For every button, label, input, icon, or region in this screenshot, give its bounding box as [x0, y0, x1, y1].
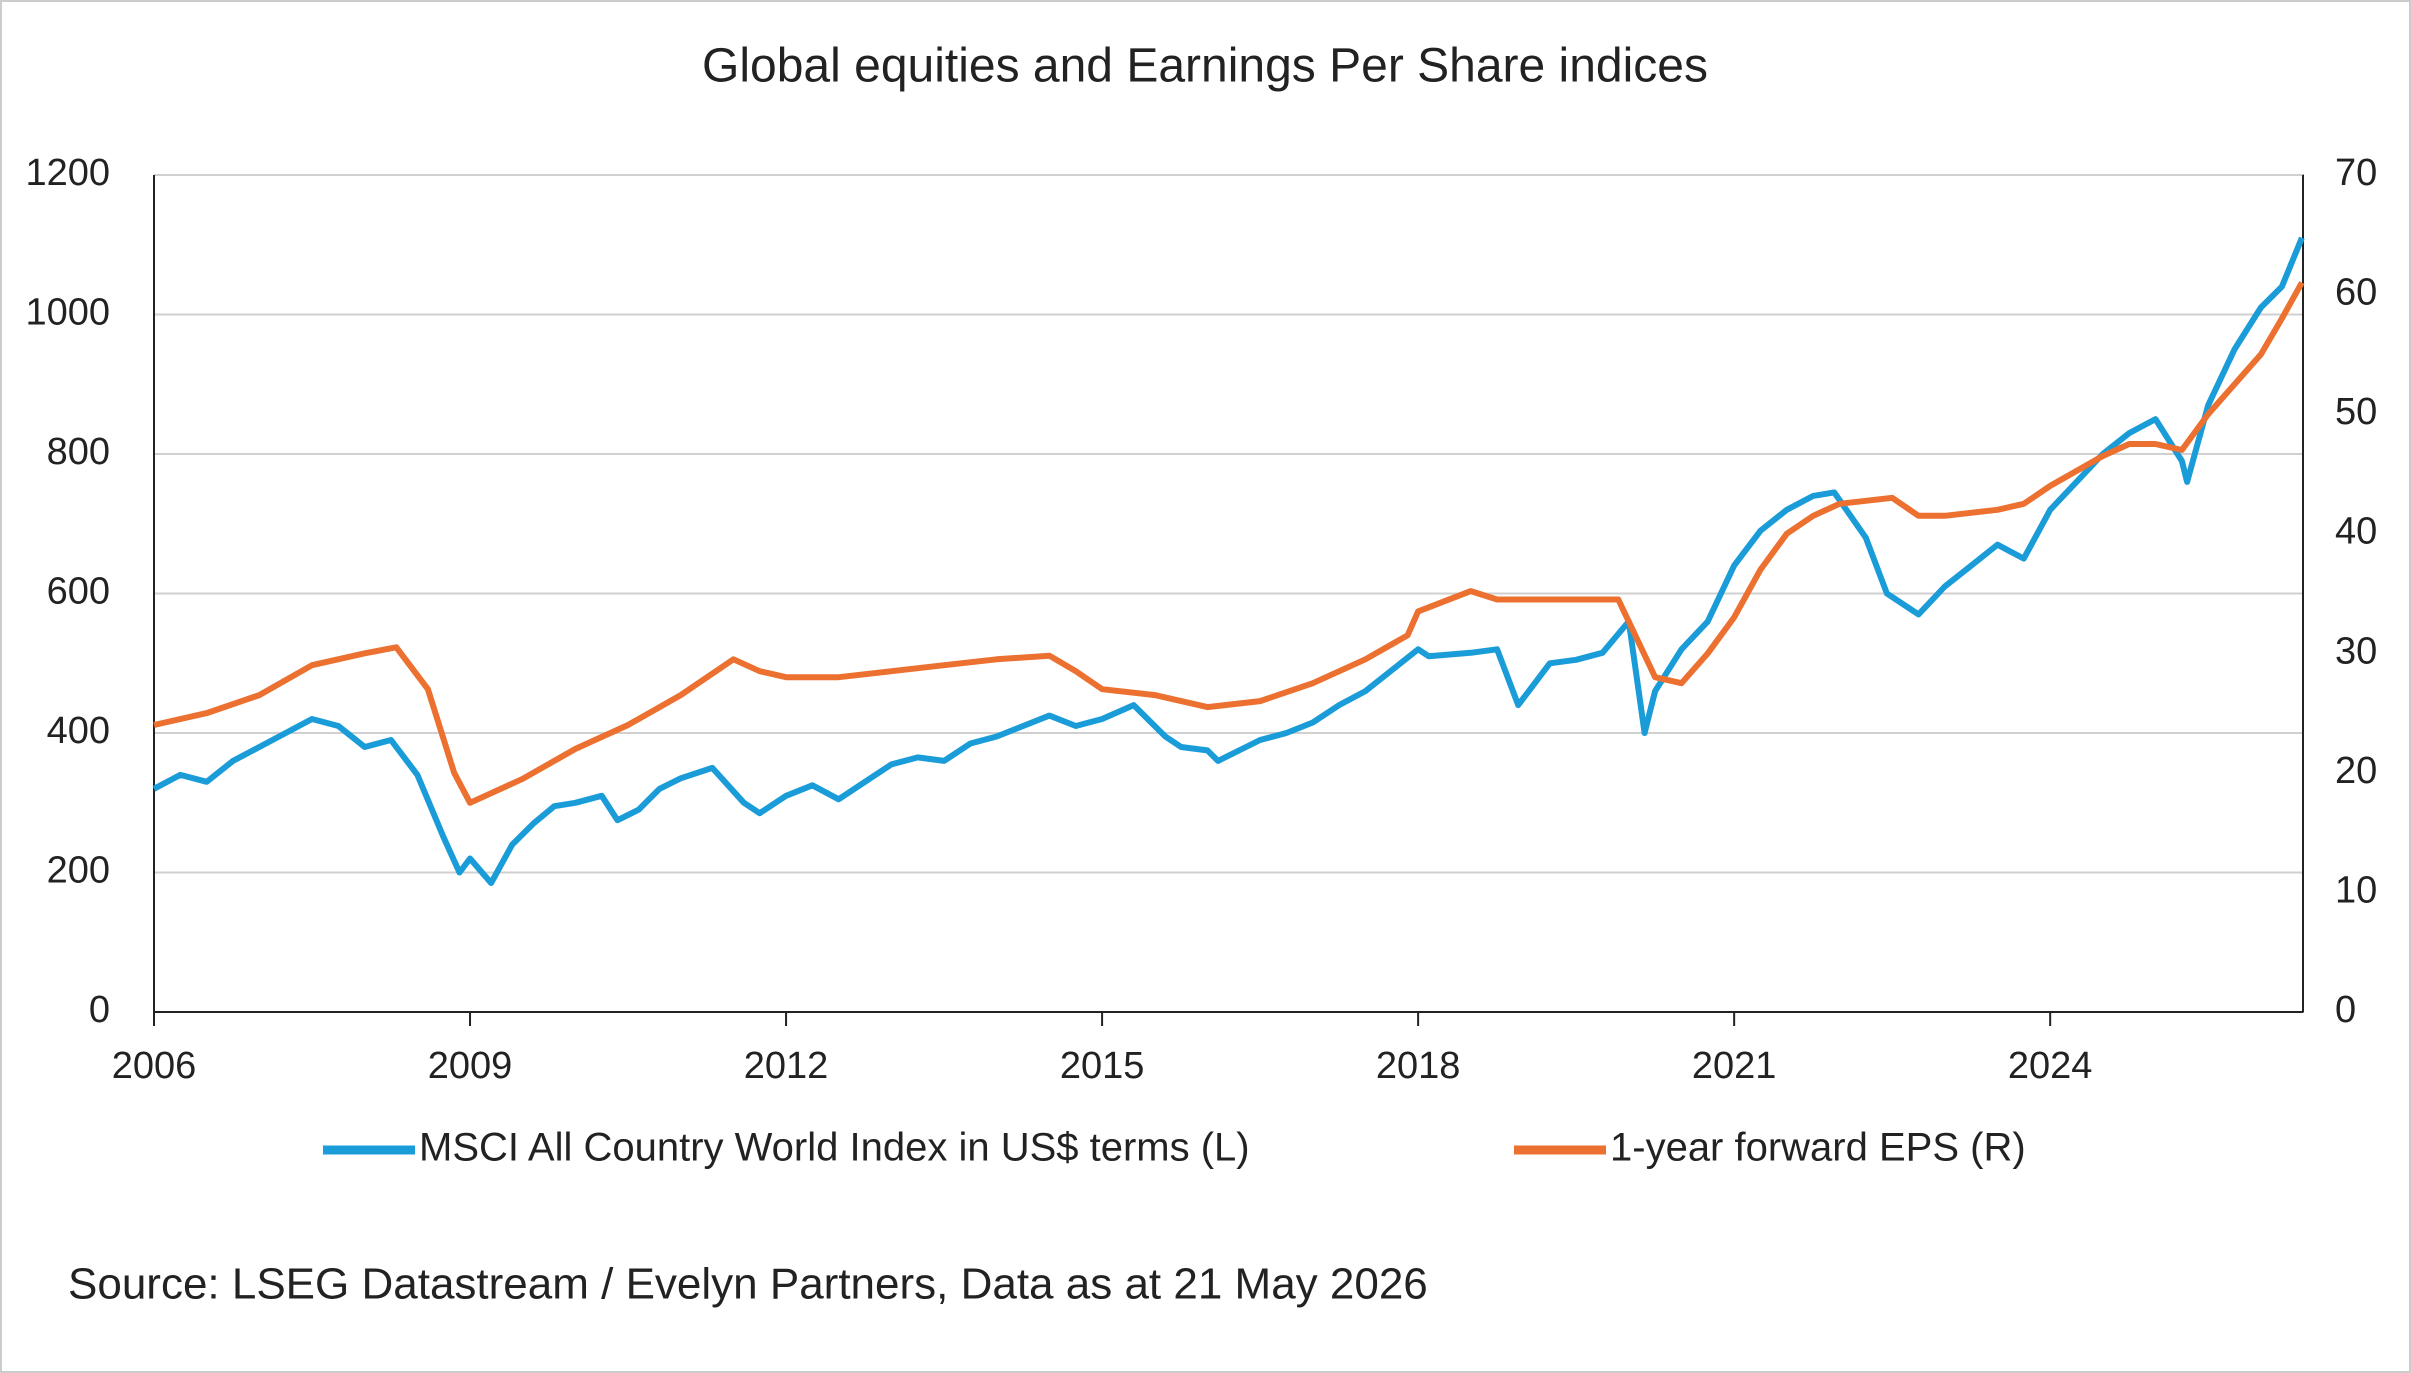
x-tick-label: 2024 [2008, 1045, 2093, 1087]
source-note: Source: LSEG Datastream / Evelyn Partner… [68, 1260, 1428, 1309]
y-tick-label: 800 [47, 431, 110, 473]
x-tick-label: 2018 [1376, 1045, 1461, 1087]
series-line [152, 236, 2305, 886]
legend-label: MSCI All Country World Index in US$ term… [419, 1126, 1250, 1170]
y-tick-label: 1000 [25, 292, 110, 334]
x-tick-label: 2012 [744, 1045, 829, 1087]
y2-tick-label: 60 [2335, 272, 2377, 314]
x-tick-label: 2009 [428, 1045, 513, 1087]
series-line [153, 281, 2305, 806]
y-tick-label: 400 [47, 710, 110, 752]
y2-tick-label: 30 [2335, 630, 2377, 672]
y2-tick-label: 0 [2335, 989, 2356, 1031]
y2-tick-label: 40 [2335, 511, 2377, 553]
y-tick-label: 0 [89, 989, 110, 1031]
x-tick-label: 2015 [1060, 1045, 1145, 1087]
y2-tick-label: 20 [2335, 750, 2377, 792]
y-tick-label: 200 [47, 850, 110, 892]
chart-title: Global equities and Earnings Per Share i… [702, 40, 1708, 93]
y2-tick-label: 70 [2335, 152, 2377, 194]
legend-label: 1-year forward EPS (R) [1610, 1126, 2026, 1170]
y2-tick-label: 10 [2335, 869, 2377, 911]
y2-tick-label: 50 [2335, 391, 2377, 433]
y-tick-label: 600 [47, 571, 110, 613]
y-tick-label: 1200 [25, 152, 110, 194]
x-tick-label: 2021 [1692, 1045, 1777, 1087]
x-tick-label: 2006 [112, 1045, 197, 1087]
